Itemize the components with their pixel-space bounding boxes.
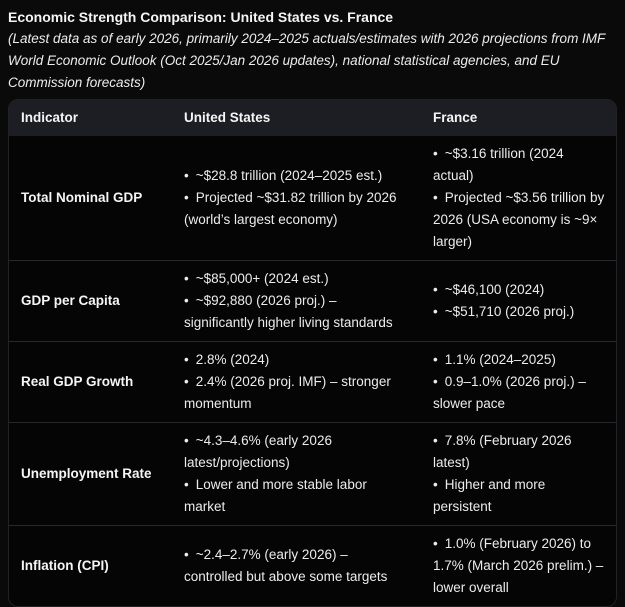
france-cell: ~$46,100 (2024) ~$51,710 (2026 proj.) — [421, 260, 616, 342]
bullet-item: Projected ~$3.56 trillion by 2026 (USA e… — [433, 187, 606, 253]
indicator-cell: Real GDP Growth — [9, 341, 172, 423]
bullet-item: 0.9–1.0% (2026 proj.) – slower pace — [433, 371, 606, 415]
comparison-table: Indicator United States France Total Nom… — [8, 99, 617, 607]
bullet-item: ~$51,710 (2026 proj.) — [433, 301, 606, 323]
economic-comparison-table: Indicator United States France Total Nom… — [9, 100, 616, 606]
bullet-item: ~$46,100 (2024) — [433, 279, 606, 301]
bullet-item: ~$92,880 (2026 proj.) – significantly hi… — [184, 290, 409, 334]
us-cell: ~$85,000+ (2024 est.) ~$92,880 (2026 pro… — [172, 260, 421, 342]
indicator-cell: Total Nominal GDP — [21, 190, 143, 205]
indicator-cell: Inflation (CPI) — [9, 525, 172, 606]
bullet-item: Lower and more stable labor market — [184, 474, 409, 518]
bullet-item: 2.8% (2024) — [184, 349, 409, 371]
france-cell: ~$3.16 trillion (2024 actual) Projected … — [421, 136, 616, 261]
bullet-item: 1.1% (2024–2025) — [433, 349, 606, 371]
table-row-inflation-cpi: Inflation (CPI) ~2.4–2.7% (early 2026) –… — [9, 525, 616, 606]
us-cell: ~$28.8 trillion (2024–2025 est.) Project… — [172, 136, 421, 261]
indicator-cell: GDP per Capita — [9, 260, 172, 342]
bullet-item: 2.4% (2026 proj. IMF) – stronger momentu… — [184, 371, 409, 415]
table-header-row: Indicator United States France — [9, 100, 616, 136]
bullet-item: Higher and more persistent — [433, 474, 606, 518]
indicator-cell: Unemployment Rate — [9, 422, 172, 526]
france-cell: 7.8% (February 2026 latest) Higher and m… — [421, 422, 616, 526]
table-row-real-gdp-growth: Real GDP Growth 2.8% (2024) 2.4% (2026 p… — [9, 341, 616, 423]
column-header-indicator: Indicator — [9, 100, 172, 136]
bullet-item: 1.0% (February 2026) to 1.7% (March 2026… — [433, 533, 606, 599]
us-cell: ~2.4–2.7% (early 2026) – controlled but … — [172, 525, 421, 606]
bullet-item: ~$28.8 trillion (2024–2025 est.) — [184, 165, 409, 187]
us-cell: ~4.3–4.6% (early 2026 latest/projections… — [172, 422, 421, 526]
page-subtitle: (Latest data as of early 2026, primarily… — [8, 31, 606, 90]
france-cell: 1.1% (2024–2025) 0.9–1.0% (2026 proj.) –… — [421, 341, 616, 423]
bullet-item: ~$3.16 trillion (2024 actual) — [433, 143, 606, 187]
column-header-united-states: United States — [172, 100, 421, 136]
page-title: Economic Strength Comparison: United Sta… — [8, 9, 394, 25]
table-row-unemployment-rate: Unemployment Rate ~4.3–4.6% (early 2026 … — [9, 422, 616, 526]
bullet-item: ~$85,000+ (2024 est.) — [184, 268, 409, 290]
bullet-item: Projected ~$31.82 trillion by 2026 (worl… — [184, 187, 409, 231]
bullet-item: ~4.3–4.6% (early 2026 latest/projections… — [184, 430, 409, 474]
table-row-gdp-per-capita: GDP per Capita ~$85,000+ (2024 est.) ~$9… — [9, 260, 616, 342]
table-row-total-nominal-gdp: Total Nominal GDP ~$28.8 trillion (2024–… — [9, 136, 616, 261]
bullet-item: ~2.4–2.7% (early 2026) – controlled but … — [184, 544, 409, 588]
column-header-france: France — [421, 100, 616, 136]
us-cell: 2.8% (2024) 2.4% (2026 proj. IMF) – stro… — [172, 341, 421, 423]
bullet-item: 7.8% (February 2026 latest) — [433, 430, 606, 474]
france-cell: 1.0% (February 2026) to 1.7% (March 2026… — [421, 525, 616, 606]
